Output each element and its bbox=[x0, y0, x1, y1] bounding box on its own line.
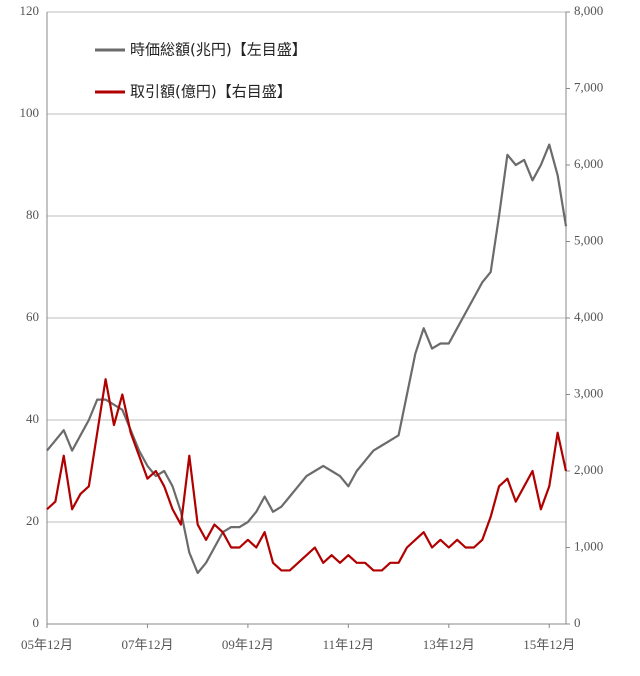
y2-tick-label: 0 bbox=[574, 615, 581, 630]
x-tick-label: 05年12月 bbox=[21, 637, 73, 652]
y-tick-label: 60 bbox=[26, 309, 39, 324]
x-tick-label: 13年12月 bbox=[423, 637, 475, 652]
y-tick-label: 20 bbox=[26, 513, 39, 528]
y2-tick-label: 3,000 bbox=[574, 385, 603, 400]
y-tick-label: 100 bbox=[20, 105, 40, 120]
x-tick-label: 09年12月 bbox=[222, 637, 274, 652]
y2-tick-label: 4,000 bbox=[574, 309, 603, 324]
y-tick-label: 80 bbox=[26, 207, 39, 222]
legend-label: 取引額(億円)【右目盛】 bbox=[130, 83, 292, 101]
series-line bbox=[46, 378, 568, 572]
y2-tick-label: 2,000 bbox=[574, 462, 603, 477]
y2-tick-label: 7,000 bbox=[574, 79, 603, 94]
y-tick-label: 0 bbox=[33, 615, 40, 630]
y2-tick-label: 6,000 bbox=[574, 156, 603, 171]
y-tick-label: 120 bbox=[20, 3, 40, 18]
series-line bbox=[46, 143, 568, 575]
y2-tick-label: 8,000 bbox=[574, 3, 603, 18]
y2-tick-label: 5,000 bbox=[574, 232, 603, 247]
legend-label: 時価総額(兆円)【左目盛】 bbox=[130, 41, 307, 59]
y2-tick-label: 1,000 bbox=[574, 538, 603, 553]
x-tick-label: 15年12月 bbox=[523, 637, 575, 652]
x-tick-label: 07年12月 bbox=[121, 637, 173, 652]
y-tick-label: 40 bbox=[26, 411, 39, 426]
x-tick-label: 11年12月 bbox=[323, 637, 375, 652]
